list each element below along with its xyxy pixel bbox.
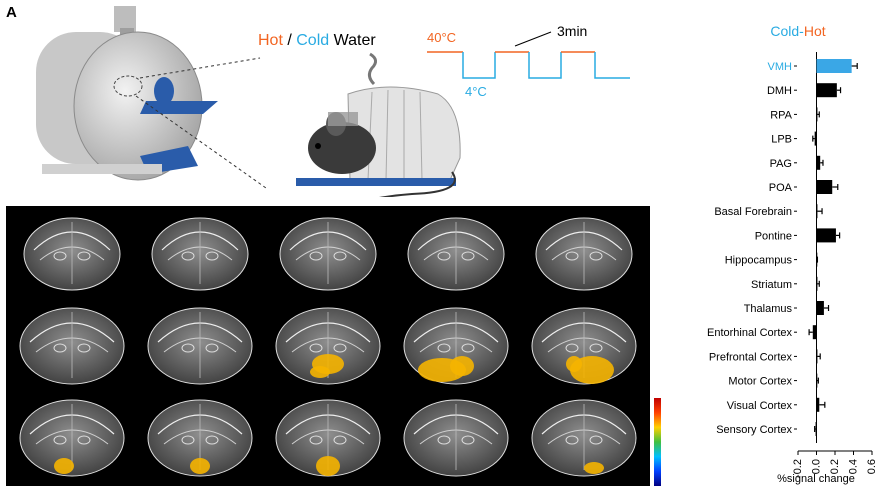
period-pointer <box>514 31 552 47</box>
period-label: 3min <box>557 23 587 39</box>
brain-slice <box>147 399 253 477</box>
colorbar <box>654 398 661 486</box>
x-tick-label: 0.0 <box>811 459 823 474</box>
brain-slice <box>275 307 381 385</box>
chart-title-hot: Hot <box>804 23 826 39</box>
bar <box>816 204 818 219</box>
brain-slice <box>147 307 253 385</box>
category-label: RPA <box>770 109 792 121</box>
bar <box>816 301 824 315</box>
bars-layer: VMH DMH RPA LPB PAG POA Basal Forebrain Pontine… <box>707 52 878 478</box>
brain-slice <box>531 399 637 477</box>
x-tick-label: 0.6 <box>866 459 878 474</box>
stimulus-title: Hot / Cold Water <box>258 32 376 50</box>
water-label: Water <box>329 32 376 49</box>
mri-scanner-illustration <box>36 6 267 189</box>
activation-cluster <box>54 458 74 474</box>
bar <box>816 83 837 98</box>
bar <box>814 131 817 146</box>
category-label: Hippocampus <box>725 255 793 267</box>
category-label: PAG <box>770 158 792 170</box>
bar <box>816 276 818 291</box>
bar <box>816 180 833 194</box>
brain-slice <box>535 217 633 291</box>
category-label: Pontine <box>755 230 792 242</box>
x-tick-label: 0.4 <box>848 459 860 474</box>
x-axis-label: %signal change <box>777 473 855 485</box>
brain-slice <box>279 217 377 291</box>
category-label: Motor Cortex <box>728 376 792 388</box>
category-label: Sensory Cortex <box>716 424 792 436</box>
activation-cluster <box>310 366 330 378</box>
category-label: Basal Forebrain <box>714 206 792 218</box>
activation-cluster <box>566 356 582 372</box>
hot-label: Hot <box>258 32 283 49</box>
activation-cluster <box>316 456 340 476</box>
brain-slice <box>275 399 381 477</box>
brain-slice <box>403 307 509 385</box>
stimulus-separator: / <box>282 32 297 49</box>
brain-slice <box>23 217 121 291</box>
brain-slice <box>531 307 637 385</box>
category-label: Visual Cortex <box>727 400 793 412</box>
bar <box>815 422 817 436</box>
activation-cluster <box>584 462 604 474</box>
bar <box>816 397 820 412</box>
chart-title: Cold-Hot <box>770 23 825 39</box>
brain-slice <box>19 307 125 385</box>
brain-slice-grid <box>6 206 650 486</box>
category-label: VMH <box>768 61 793 73</box>
brain-slice <box>151 217 249 291</box>
category-label: DMH <box>767 85 792 97</box>
bar-chart: Cold-Hot VMH DMH RPA LPB PAG POA Basal Forebra… <box>707 23 878 485</box>
x-tick-label: -0.2 <box>792 459 804 478</box>
bar <box>816 155 821 170</box>
chart-title-cold: Cold <box>770 23 799 39</box>
x-tick-label: 0.2 <box>829 459 841 474</box>
chart-title-sep: - <box>799 23 804 39</box>
cold-label: Cold <box>296 32 330 49</box>
activation-cluster <box>190 458 210 474</box>
brain-slice <box>19 399 125 477</box>
panel-label: A <box>6 4 17 21</box>
category-label: Entorhinal Cortex <box>707 327 792 339</box>
bar <box>812 325 817 340</box>
mouse-holder-illustration <box>296 52 461 197</box>
category-label: POA <box>769 182 793 194</box>
bar <box>816 59 852 73</box>
category-label: Thalamus <box>744 303 793 315</box>
brain-slice <box>403 399 509 477</box>
temp-low-label: 4°C <box>465 84 487 99</box>
bar <box>816 228 836 243</box>
temperature-trace: 40°C 4°C 3min <box>427 23 630 99</box>
temp-high-label: 40°C <box>427 30 456 45</box>
square-wave <box>427 51 630 79</box>
bar <box>816 107 818 122</box>
bar <box>816 349 818 364</box>
category-label: Prefrontal Cortex <box>709 351 793 363</box>
category-label: LPB <box>771 134 792 146</box>
brain-slices <box>19 217 637 477</box>
category-label: Striatum <box>751 279 792 291</box>
brain-slice <box>407 217 505 291</box>
activation-cluster <box>450 356 474 376</box>
